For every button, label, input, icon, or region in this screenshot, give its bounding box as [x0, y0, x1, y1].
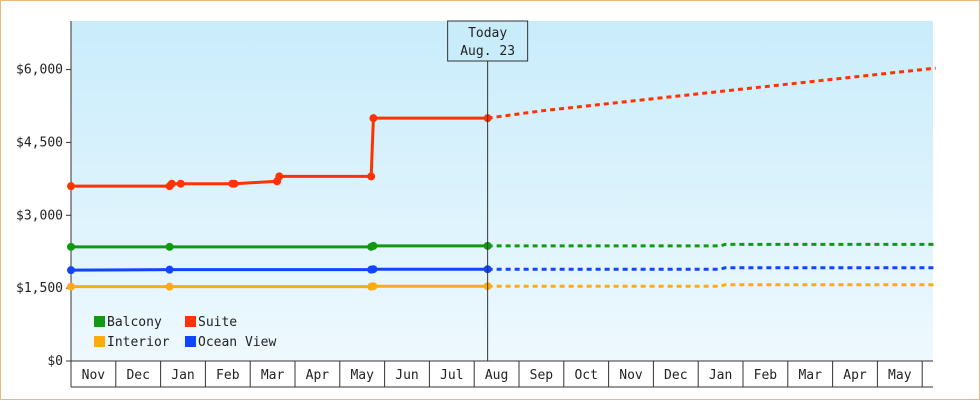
- month-label: Mar: [261, 368, 285, 383]
- y-tick-label: $0: [47, 354, 63, 369]
- legend-swatch-interior: [94, 336, 105, 347]
- balcony-data-point: [369, 242, 377, 250]
- balcony-data-point: [166, 243, 174, 251]
- month-label: Jan: [171, 368, 194, 383]
- month-label: Nov: [619, 368, 643, 383]
- month-label: May: [888, 368, 912, 383]
- legend-label-interior: Interior: [107, 335, 170, 350]
- month-label: Feb: [754, 368, 778, 383]
- legend-swatch-balcony: [94, 316, 105, 327]
- today-date-label: Aug. 23: [460, 44, 515, 59]
- month-label: May: [350, 368, 374, 383]
- legend-label-suite: Suite: [198, 315, 237, 330]
- today-label: Today: [468, 26, 507, 41]
- month-label: Dec: [126, 368, 149, 383]
- suite-data-point: [168, 180, 176, 188]
- suite-data-point: [67, 182, 75, 190]
- balcony-data-point: [67, 243, 75, 251]
- month-label: Nov: [82, 368, 106, 383]
- interior-data-point: [166, 283, 174, 291]
- plot-background: [71, 21, 933, 361]
- y-tick-label: $1,500: [16, 281, 63, 296]
- balcony-history-line: [71, 246, 488, 247]
- month-label: Apr: [306, 368, 330, 383]
- month-label: Dec: [664, 368, 687, 383]
- suite-data-point: [231, 180, 239, 188]
- suite-data-point: [275, 172, 283, 180]
- legend-swatch-ocean-view: [185, 336, 196, 347]
- month-label: Jan: [709, 368, 732, 383]
- suite-data-point: [367, 172, 375, 180]
- month-label: Apr: [843, 368, 867, 383]
- y-tick-label: $4,500: [16, 135, 63, 150]
- ocean-view-data-point: [166, 266, 174, 274]
- month-label: Jul: [440, 368, 463, 383]
- month-label: Mar: [798, 368, 822, 383]
- month-label: Feb: [216, 368, 240, 383]
- y-tick-label: $6,000: [16, 63, 63, 78]
- legend-label-balcony: Balcony: [107, 315, 162, 330]
- ocean-view-history-line: [71, 269, 488, 270]
- month-label: Jun: [395, 368, 418, 383]
- y-tick-label: $3,000: [16, 208, 63, 223]
- ocean-view-data-point: [67, 266, 75, 274]
- month-label: Oct: [574, 368, 597, 383]
- ocean-view-data-point: [369, 265, 377, 273]
- interior-data-point: [369, 282, 377, 290]
- legend-label-ocean-view: Ocean View: [198, 335, 276, 350]
- suite-data-point: [369, 114, 377, 122]
- legend-swatch-suite: [185, 316, 196, 327]
- month-label: Aug: [485, 368, 508, 383]
- suite-data-point: [177, 180, 185, 188]
- month-label: Sep: [530, 368, 554, 383]
- interior-data-point: [67, 283, 75, 291]
